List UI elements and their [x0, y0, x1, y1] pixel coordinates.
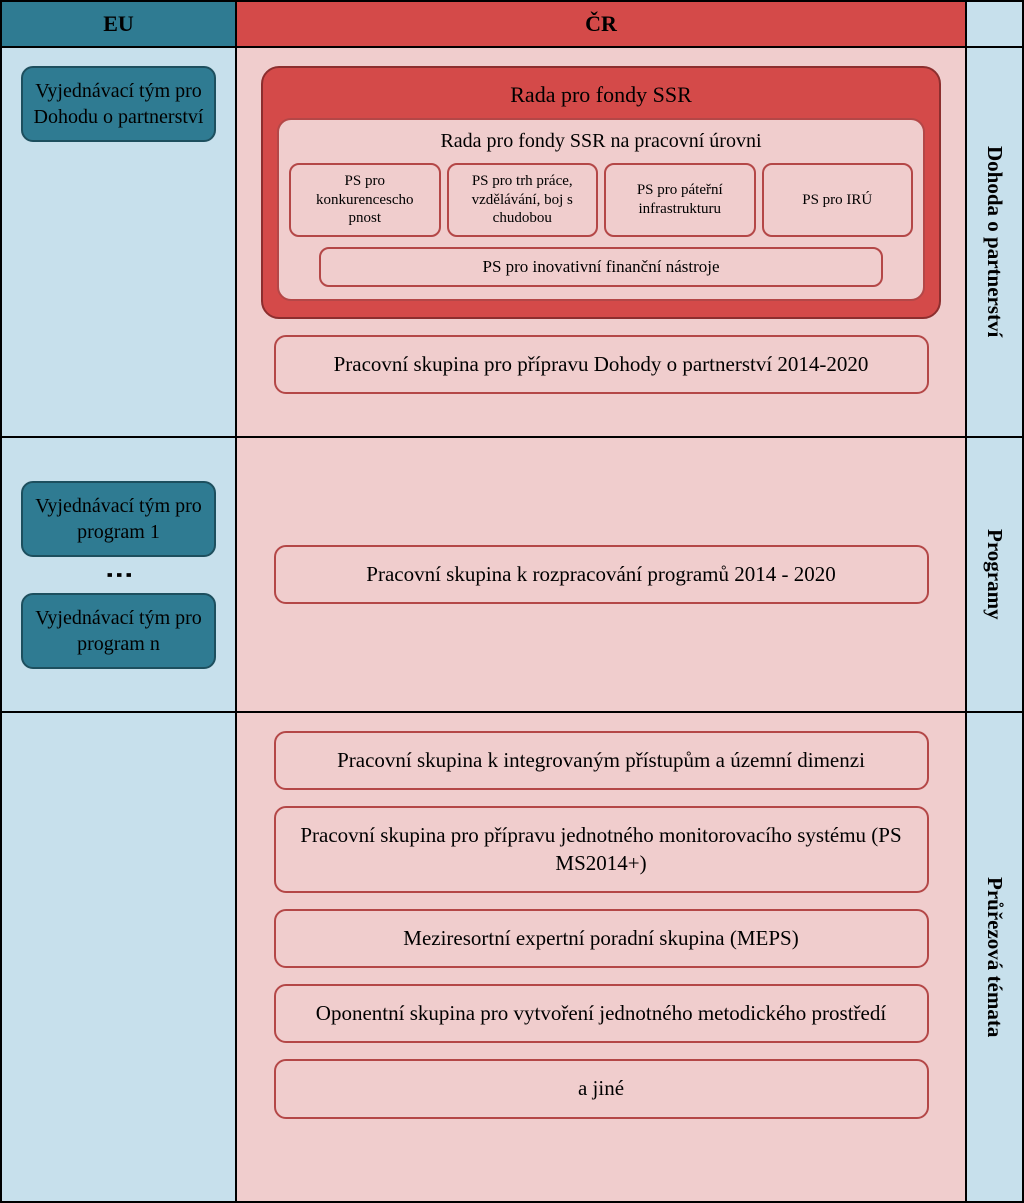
side-label-partnership-text: Dohoda o partnerství [982, 146, 1007, 337]
eu-cell-crosscutting [2, 713, 237, 1203]
eu-cell-programs: Vyjednávací tým pro program 1 ⋮ Vyjednáv… [2, 438, 237, 713]
cr-cell-partnership: Rada pro fondy SSR Rada pro fondy SSR na… [237, 48, 967, 438]
header-cr: ČR [237, 2, 967, 48]
side-label-programs: Programy [967, 438, 1022, 713]
ps-box-iru: PS pro IRÚ [762, 163, 914, 237]
eu-cell-partnership: Vyjednávací tým pro Dohodu o partnerství [2, 48, 237, 438]
wg-methodical-environment: Oponentní skupina pro vytvoření jednotné… [274, 984, 929, 1043]
wg-other: a jiné [274, 1059, 929, 1118]
rada-ssr-working-level: Rada pro fondy SSR na pracovní úrovni PS… [277, 118, 925, 301]
rada-ssr-outer: Rada pro fondy SSR Rada pro fondy SSR na… [261, 66, 941, 319]
rada-ssr-title: Rada pro fondy SSR [277, 82, 925, 108]
org-diagram: EU ČR Vyjednávací tým pro Dohodu o partn… [0, 0, 1024, 1203]
eu-team-program-n: Vyjednávací tým pro program n [21, 593, 216, 669]
eu-team-partnership: Vyjednávací tým pro Dohodu o partnerství [21, 66, 216, 142]
side-label-programs-text: Programy [982, 529, 1007, 620]
vertical-dots-icon: ⋮ [114, 561, 122, 591]
ps-box-financial-instruments: PS pro inovativní finanční nástroje [319, 247, 883, 287]
header-side-blank [967, 2, 1022, 48]
cr-cell-crosscutting: Pracovní skupina k integrovaným přístupů… [237, 713, 967, 1203]
ps-box-competitiveness: PS pro konkurenceschopnost [289, 163, 441, 237]
ps-box-labor: PS pro trh práce, vzdělávání, boj s chud… [447, 163, 599, 237]
eu-team-program-1: Vyjednávací tým pro program 1 [21, 481, 216, 557]
ps-box-infrastructure: PS pro páteřní infrastrukturu [604, 163, 756, 237]
side-label-partnership: Dohoda o partnerství [967, 48, 1022, 438]
ps-row: PS pro konkurenceschopnost PS pro trh pr… [289, 163, 913, 237]
wg-programs-2014-2020: Pracovní skupina k rozpracování programů… [274, 545, 929, 604]
wg-meps: Meziresortní expertní poradní skupina (M… [274, 909, 929, 968]
wg-partnership-agreement: Pracovní skupina pro přípravu Dohody o p… [274, 335, 929, 394]
rada-ssr-working-title: Rada pro fondy SSR na pracovní úrovni [289, 130, 913, 153]
side-label-crosscutting-text: Průřezová témata [982, 877, 1007, 1037]
side-label-crosscutting: Průřezová témata [967, 713, 1022, 1203]
wg-monitoring-system: Pracovní skupina pro přípravu jednotného… [274, 806, 929, 893]
cr-cell-programs: Pracovní skupina k rozpracování programů… [237, 438, 967, 713]
wg-integrated-approaches: Pracovní skupina k integrovaným přístupů… [274, 731, 929, 790]
header-eu: EU [2, 2, 237, 48]
